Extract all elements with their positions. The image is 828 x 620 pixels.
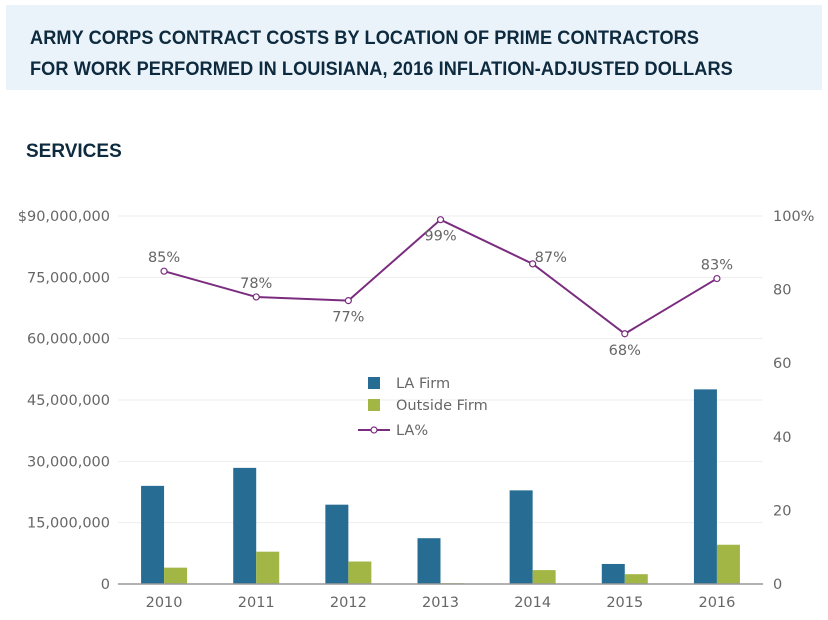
right-axis-tick-label: 100% bbox=[773, 209, 814, 225]
bar-la-firm bbox=[233, 467, 257, 584]
data-label-la-pct: 99% bbox=[424, 229, 456, 245]
bar-outside-firm bbox=[716, 544, 740, 584]
right-axis-tick-label: 0 bbox=[773, 577, 782, 593]
bar-la-firm bbox=[693, 389, 717, 584]
legend-swatch-la-firm bbox=[368, 377, 380, 389]
bar-la-firm bbox=[417, 538, 441, 584]
legend-label-la-pct: LA% bbox=[396, 423, 428, 439]
left-axis-tick-label: 45,000,000 bbox=[27, 393, 110, 409]
bar-la-firm bbox=[325, 504, 349, 584]
x-axis-tick-label: 2010 bbox=[146, 595, 183, 611]
bar-la-firm bbox=[509, 490, 533, 584]
point-la-pct bbox=[160, 267, 168, 275]
point-la-pct bbox=[529, 260, 537, 268]
point-la-pct bbox=[713, 274, 721, 283]
x-axis-tick-label: 2011 bbox=[238, 595, 275, 611]
bar-outside-firm bbox=[624, 574, 648, 584]
right-axis-tick-label: 80 bbox=[773, 283, 791, 299]
bar-outside-firm bbox=[532, 570, 556, 584]
legend-marker-la-pct bbox=[370, 426, 378, 434]
bar-la-firm bbox=[141, 485, 165, 584]
right-axis-tick-label: 20 bbox=[773, 503, 791, 519]
point-la-pct bbox=[621, 330, 629, 338]
left-axis-tick-label: 30,000,000 bbox=[27, 454, 110, 470]
point-la-pct bbox=[436, 216, 445, 224]
bar-outside-firm bbox=[164, 567, 188, 584]
legend-label-la-firm: LA Firm bbox=[396, 376, 450, 392]
x-axis-tick-label: 2014 bbox=[514, 595, 551, 611]
left-axis-tick-label: 60,000,000 bbox=[27, 332, 110, 348]
data-label-la-pct: 87% bbox=[535, 250, 567, 266]
left-axis-tick-label: 15,000,000 bbox=[27, 516, 110, 532]
data-label-la-pct: 83% bbox=[701, 258, 733, 274]
x-axis-tick-label: 2012 bbox=[330, 595, 367, 611]
chart-title-line-2: FOR WORK PERFORMED IN LOUISIANA, 2016 IN… bbox=[30, 58, 733, 80]
point-la-pct bbox=[252, 293, 260, 301]
data-label-la-pct: 77% bbox=[332, 310, 364, 326]
x-axis-tick-label: 2016 bbox=[698, 595, 735, 611]
data-label-la-pct: 78% bbox=[240, 276, 272, 292]
point-la-pct bbox=[344, 297, 352, 305]
bar-outside-firm bbox=[256, 551, 280, 584]
data-label-la-pct: 85% bbox=[148, 250, 180, 266]
legend-label-outside-firm: Outside Firm bbox=[396, 398, 488, 414]
legend-swatch-outside-firm bbox=[368, 399, 380, 411]
chart-title-line-1: ARMY CORPS CONTRACT COSTS BY LOCATION OF… bbox=[30, 27, 700, 49]
x-axis-tick-label: 2015 bbox=[606, 595, 643, 611]
bar-la-firm bbox=[601, 563, 625, 584]
left-axis-tick-label: 75,000,000 bbox=[27, 270, 110, 286]
left-axis-tick-label: $90,000,000 bbox=[18, 209, 110, 225]
title-banner: ARMY CORPS CONTRACT COSTS BY LOCATION OF… bbox=[6, 5, 822, 90]
left-axis-tick-label: 0 bbox=[101, 577, 110, 593]
right-axis-tick-label: 60 bbox=[773, 356, 791, 372]
right-axis-tick-label: 40 bbox=[773, 430, 791, 446]
bar-outside-firm bbox=[348, 561, 372, 584]
data-label-la-pct: 68% bbox=[609, 343, 641, 359]
x-axis-tick-label: 2013 bbox=[422, 595, 459, 611]
section-heading: SERVICES bbox=[26, 141, 122, 162]
